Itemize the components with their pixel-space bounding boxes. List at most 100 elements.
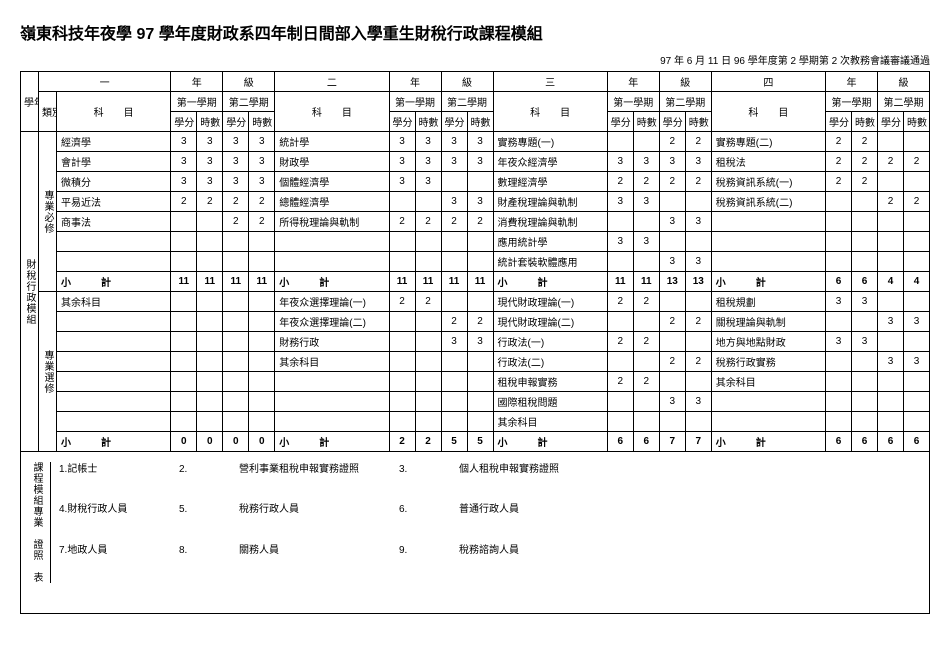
cell xyxy=(171,372,197,392)
hdr-hours: 時數 xyxy=(685,112,711,132)
cell: 2 xyxy=(633,172,659,192)
cell: 6 xyxy=(633,432,659,452)
cell xyxy=(197,392,223,412)
cell xyxy=(607,352,633,372)
cell: 所得稅理論與軌制 xyxy=(275,212,389,232)
cell: 2 xyxy=(659,172,685,192)
cell xyxy=(441,252,467,272)
cell: 11 xyxy=(607,272,633,292)
cell xyxy=(826,212,852,232)
table-row: 專業選修其余科目年夜众選擇理論(一)22現代財政理論(一)22租稅規劃33 xyxy=(21,292,930,312)
cell xyxy=(826,312,852,332)
cell: 2 xyxy=(389,292,415,312)
cell xyxy=(275,392,389,412)
cell: 2 xyxy=(826,172,852,192)
cell: 消費稅理論與軌制 xyxy=(493,212,607,232)
cell xyxy=(441,372,467,392)
cell: 小 計 xyxy=(711,432,825,452)
cell: 3 xyxy=(467,192,493,212)
cell: 2 xyxy=(415,292,441,312)
cell: 年夜众選擇理論(二) xyxy=(275,312,389,332)
cell xyxy=(852,412,878,432)
cell: 3 xyxy=(441,192,467,212)
cell: 租稅規劃 xyxy=(711,292,825,312)
module-label: 財稅行政模組 xyxy=(21,132,39,452)
cell xyxy=(57,352,171,372)
cell: 3 xyxy=(659,392,685,412)
hdr-sem2: 第二學期 xyxy=(223,92,275,112)
cell xyxy=(441,292,467,312)
cell: 2 xyxy=(878,152,904,172)
cell: 4 xyxy=(878,272,904,292)
cell: 小 計 xyxy=(711,272,825,292)
cell: 2 xyxy=(249,212,275,232)
cell: 2 xyxy=(633,372,659,392)
cell: 7 xyxy=(659,432,685,452)
cell: 3 xyxy=(249,132,275,152)
page-title: 嶺東科技年夜學 97 學年度財政系四年制日間部入學重生財稅行政課程模組 xyxy=(20,20,930,44)
cert-item: 6. xyxy=(399,502,459,518)
cell: 11 xyxy=(441,272,467,292)
cell xyxy=(659,372,685,392)
cell: 統計套裝軟體應用 xyxy=(493,252,607,272)
cell: 2 xyxy=(223,212,249,232)
cell: 小 計 xyxy=(493,432,607,452)
cell xyxy=(389,372,415,392)
cell xyxy=(389,312,415,332)
cell xyxy=(171,332,197,352)
cell xyxy=(249,412,275,432)
cell: 11 xyxy=(415,272,441,292)
cell: 3 xyxy=(467,132,493,152)
cell xyxy=(441,412,467,432)
hdr-sem1: 第一學期 xyxy=(171,92,223,112)
cell: 11 xyxy=(389,272,415,292)
hdr-credit: 學分 xyxy=(389,112,415,132)
cell xyxy=(415,232,441,252)
hdr-credit: 學分 xyxy=(441,112,467,132)
cell: 年夜众經濟學 xyxy=(493,152,607,172)
table-row: 財務行政33行政法(一)22地方與地點財政33 xyxy=(21,332,930,352)
cell xyxy=(415,412,441,432)
cell: 3 xyxy=(171,132,197,152)
cell xyxy=(249,292,275,312)
cell xyxy=(852,312,878,332)
hdr-hours: 時數 xyxy=(467,112,493,132)
cell: 微積分 xyxy=(57,172,171,192)
cell xyxy=(633,412,659,432)
cell: 11 xyxy=(197,272,223,292)
cell: 2 xyxy=(607,172,633,192)
table-row: 租稅申報實務22其余科目 xyxy=(21,372,930,392)
cell: 3 xyxy=(685,392,711,412)
cell xyxy=(826,392,852,412)
cert-item: 8. xyxy=(179,543,239,559)
hdr-sem1: 第一學期 xyxy=(607,92,659,112)
cell xyxy=(633,132,659,152)
cell xyxy=(249,312,275,332)
cell xyxy=(633,352,659,372)
cell: 稅務行政實務 xyxy=(711,352,825,372)
cell: 11 xyxy=(467,272,493,292)
cell xyxy=(389,392,415,412)
cell: 2 xyxy=(659,352,685,372)
cell xyxy=(467,292,493,312)
cell xyxy=(197,212,223,232)
cell xyxy=(275,232,389,252)
cell xyxy=(711,212,825,232)
hdr-sem1: 第一學期 xyxy=(826,92,878,112)
cell xyxy=(415,252,441,272)
cell: 6 xyxy=(852,432,878,452)
cell xyxy=(826,412,852,432)
cell: 商事法 xyxy=(57,212,171,232)
hdr-ylabel: 年 xyxy=(389,72,441,92)
hdr-hours: 時數 xyxy=(197,112,223,132)
cell xyxy=(415,352,441,372)
cell: 3 xyxy=(197,152,223,172)
cell xyxy=(826,232,852,252)
cell: 3 xyxy=(467,332,493,352)
cell xyxy=(904,212,930,232)
cell: 3 xyxy=(685,152,711,172)
cell xyxy=(415,192,441,212)
cell xyxy=(389,352,415,372)
cell xyxy=(878,232,904,252)
cell xyxy=(441,392,467,412)
